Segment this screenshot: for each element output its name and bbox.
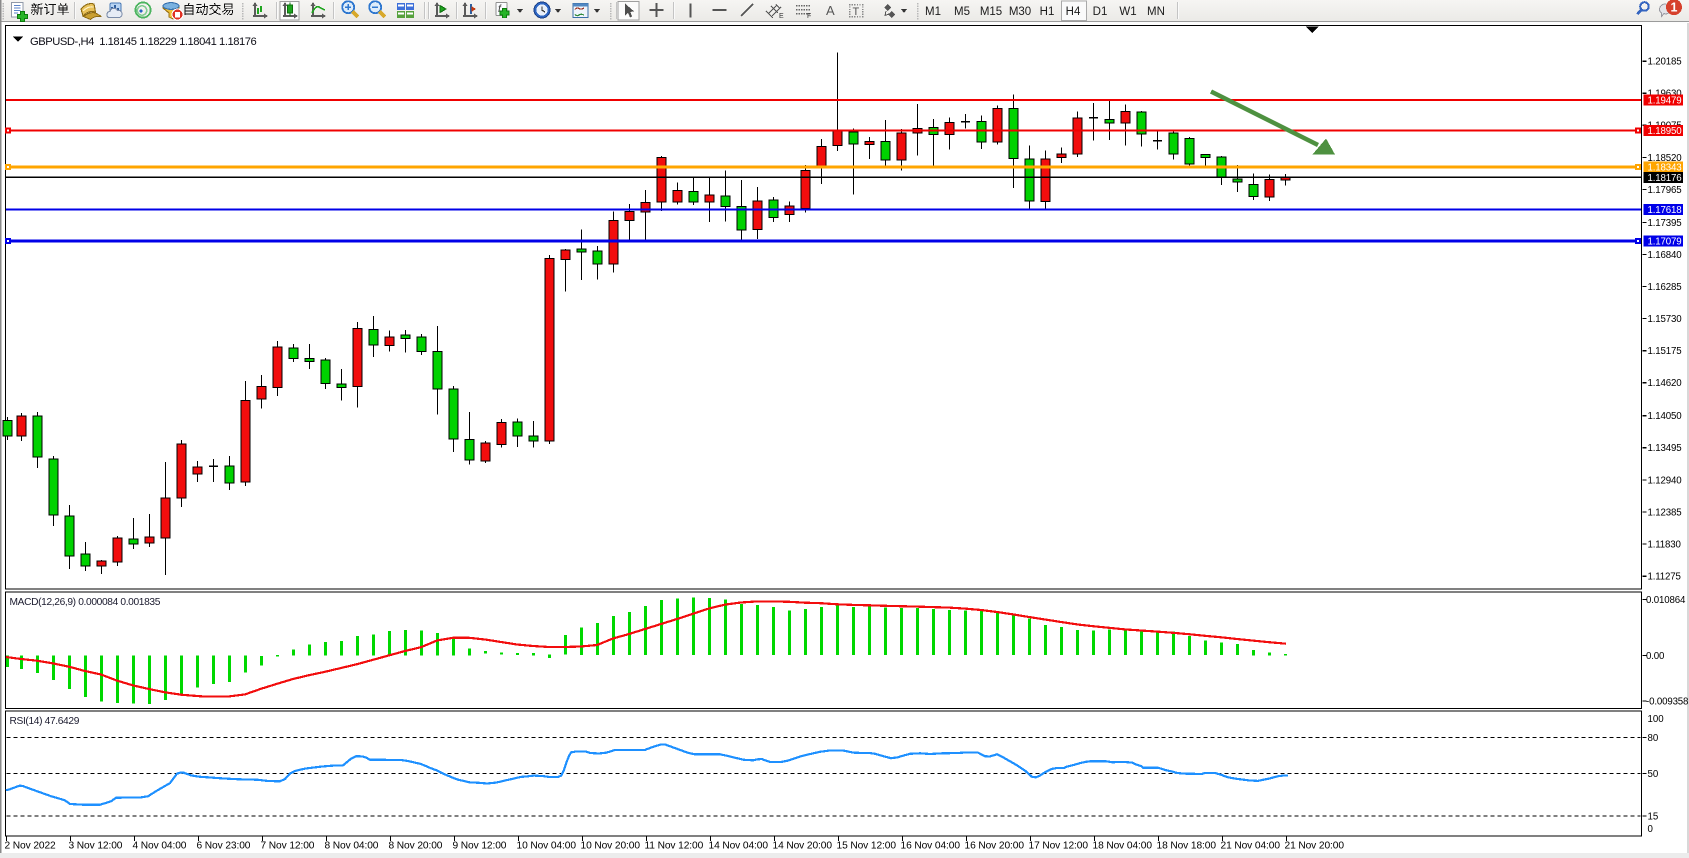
- svg-text:1.18950: 1.18950: [1648, 126, 1683, 137]
- svg-text:8 Nov 04:00: 8 Nov 04:00: [325, 841, 379, 852]
- svg-text:16 Nov 20:00: 16 Nov 20:00: [965, 841, 1025, 852]
- svg-text:18 Nov 18:00: 18 Nov 18:00: [1157, 841, 1217, 852]
- svg-text:1.19479: 1.19479: [1648, 96, 1682, 107]
- svg-text:1.16285: 1.16285: [1648, 282, 1682, 293]
- svg-text:50: 50: [1648, 769, 1659, 780]
- svg-text:MN: MN: [1147, 6, 1165, 18]
- svg-text:1.13495: 1.13495: [1648, 443, 1682, 454]
- svg-text:f: f: [498, 4, 502, 15]
- svg-text:0: 0: [1648, 824, 1654, 835]
- svg-text:16 Nov 04:00: 16 Nov 04:00: [901, 841, 961, 852]
- svg-text:11 Nov 12:00: 11 Nov 12:00: [645, 841, 704, 852]
- svg-text:1.12940: 1.12940: [1648, 475, 1683, 486]
- svg-text:14 Nov 20:00: 14 Nov 20:00: [773, 841, 833, 852]
- svg-text:1.14050: 1.14050: [1648, 411, 1683, 422]
- svg-text:8 Nov 20:00: 8 Nov 20:00: [389, 841, 443, 852]
- svg-text:H1: H1: [1040, 6, 1055, 18]
- svg-text:1: 1: [1671, 1, 1678, 15]
- svg-text:80: 80: [1648, 733, 1659, 744]
- svg-text:1.16840: 1.16840: [1648, 250, 1683, 261]
- svg-text:GBPUSD-,H4 1.18145 1.18229 1.: GBPUSD-,H4 1.18145 1.18229 1.18041 1.181…: [30, 36, 257, 48]
- svg-text:M5: M5: [954, 6, 970, 18]
- svg-text:1.18343: 1.18343: [1648, 162, 1682, 173]
- svg-text:F: F: [807, 13, 811, 20]
- svg-text:M30: M30: [1009, 6, 1031, 18]
- svg-text:H4: H4: [1066, 6, 1081, 18]
- svg-text:15 Nov 12:00: 15 Nov 12:00: [837, 841, 897, 852]
- svg-text:17 Nov 12:00: 17 Nov 12:00: [1029, 841, 1089, 852]
- svg-text:1.17965: 1.17965: [1648, 185, 1682, 196]
- svg-text:D1: D1: [1093, 6, 1108, 18]
- svg-text:100: 100: [1648, 714, 1665, 725]
- svg-text:A: A: [826, 3, 835, 18]
- svg-text:1.14620: 1.14620: [1648, 378, 1683, 389]
- svg-text:9 Nov 12:00: 9 Nov 12:00: [453, 841, 507, 852]
- svg-text:18 Nov 04:00: 18 Nov 04:00: [1093, 841, 1153, 852]
- svg-text:21 Nov 20:00: 21 Nov 20:00: [1285, 841, 1345, 852]
- svg-text:6 Nov 23:00: 6 Nov 23:00: [197, 841, 251, 852]
- svg-text:1.11830: 1.11830: [1648, 540, 1682, 551]
- svg-text:1.18520: 1.18520: [1648, 153, 1683, 164]
- svg-text:14 Nov 04:00: 14 Nov 04:00: [709, 841, 769, 852]
- svg-text:MACD(12,26,9) 0.000084 0.00183: MACD(12,26,9) 0.000084 0.001835: [10, 597, 161, 608]
- svg-text:1.19630: 1.19630: [1648, 89, 1683, 100]
- svg-text:1.11275: 1.11275: [1648, 572, 1681, 583]
- svg-text:1.20185: 1.20185: [1648, 57, 1682, 68]
- svg-text:1.12385: 1.12385: [1648, 507, 1682, 518]
- svg-text:1.18176: 1.18176: [1648, 173, 1682, 184]
- svg-text:3 Nov 12:00: 3 Nov 12:00: [69, 841, 123, 852]
- svg-text:21 Nov 04:00: 21 Nov 04:00: [1221, 841, 1281, 852]
- svg-text:1.15175: 1.15175: [1648, 346, 1682, 357]
- svg-text:E: E: [779, 13, 784, 20]
- svg-text:10 Nov 04:00: 10 Nov 04:00: [517, 841, 577, 852]
- svg-text:4 Nov 04:00: 4 Nov 04:00: [133, 841, 187, 852]
- svg-text:M15: M15: [980, 6, 1002, 18]
- svg-text:0.00: 0.00: [1646, 651, 1665, 662]
- svg-text:7 Nov 12:00: 7 Nov 12:00: [261, 841, 315, 852]
- svg-text:RSI(14) 47.6429: RSI(14) 47.6429: [10, 716, 80, 727]
- svg-text:1.17618: 1.17618: [1648, 205, 1682, 216]
- svg-text:0.010864: 0.010864: [1646, 595, 1686, 606]
- svg-text:T: T: [853, 6, 860, 18]
- svg-text:10 Nov 20:00: 10 Nov 20:00: [581, 841, 641, 852]
- svg-text:1.17079: 1.17079: [1648, 237, 1682, 248]
- svg-text:1.15730: 1.15730: [1648, 314, 1683, 325]
- svg-text:2 Nov 2022: 2 Nov 2022: [5, 841, 57, 852]
- svg-text:W1: W1: [1119, 6, 1136, 18]
- svg-text:1.17395: 1.17395: [1648, 218, 1682, 229]
- svg-text:M1: M1: [925, 6, 941, 18]
- svg-text:15: 15: [1648, 811, 1659, 822]
- svg-text:-0.009358: -0.009358: [1646, 696, 1688, 707]
